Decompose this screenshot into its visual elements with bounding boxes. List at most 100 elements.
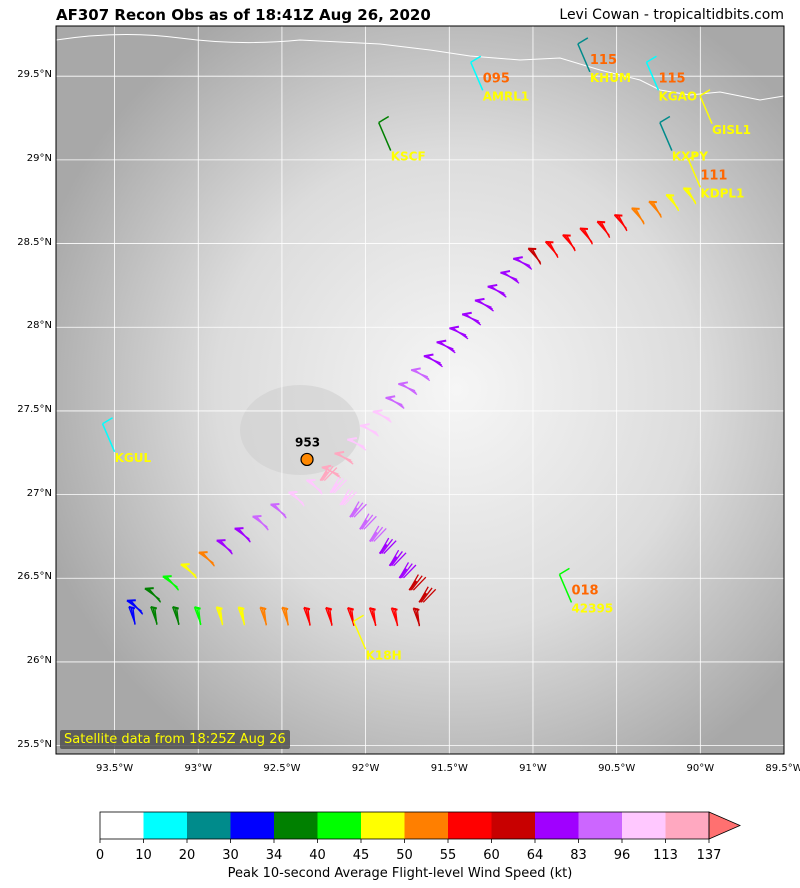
- colorbar-segment: [100, 812, 144, 839]
- lon-tick-label: 90°W: [686, 763, 715, 774]
- colorbar-segment: [143, 812, 188, 839]
- satellite-background: [56, 26, 784, 754]
- colorbar-segment: [535, 812, 579, 839]
- station-kdpl1: KDPL1 111: [687, 152, 744, 200]
- colorbar-tick-label: 10: [135, 848, 152, 863]
- colorbar-tick-label: 34: [265, 848, 283, 863]
- station-barb-flag: [687, 152, 699, 160]
- station-k18h: K18H: [352, 614, 402, 662]
- station-id: KDPL1: [700, 186, 744, 200]
- lat-tick-label: 25.5°N: [17, 738, 52, 750]
- station-barb-flag: [353, 614, 364, 622]
- station-id: KXPY: [672, 150, 708, 164]
- station-id: 42395: [571, 601, 613, 615]
- station-id: KGUL: [115, 451, 152, 465]
- track-barb: [126, 599, 144, 615]
- colorbar-tick-label: 50: [396, 848, 413, 863]
- station-wind: 115: [658, 71, 685, 86]
- station-barb: [101, 423, 116, 453]
- track-barb: [388, 549, 407, 567]
- lat-tick-label: 27°N: [26, 487, 52, 499]
- colorbar-segment: [578, 812, 623, 839]
- track-barb: [347, 436, 367, 451]
- station-id: KHUM: [590, 71, 631, 85]
- lon-tick-label: 89.5°W: [765, 763, 800, 774]
- colorbar-tick-label: 96: [613, 848, 631, 863]
- track-barb: [270, 503, 287, 519]
- colorbar-segment: [274, 812, 318, 839]
- track-barb: [474, 297, 494, 312]
- track-barb: [359, 513, 377, 530]
- station-gisl1: GISL1: [699, 89, 751, 137]
- map-frame: [55, 25, 785, 755]
- track-barb: [398, 381, 418, 396]
- lon-tick-label: 91°W: [519, 763, 547, 774]
- track-barb: [359, 423, 380, 437]
- station-barb-flag: [699, 89, 711, 97]
- flight-track-barbs: [126, 187, 697, 627]
- station-wind: 095: [483, 71, 510, 86]
- track-barb: [215, 606, 224, 626]
- track-barb: [325, 606, 333, 626]
- station-id: KGAO: [658, 89, 697, 103]
- lat-tick-label: 28.5°N: [17, 236, 52, 248]
- station-observations: KGULAMRL1095KSCFKHUM115KGAO115GISL1KXPYK…: [101, 37, 751, 662]
- station-id: AMRL1: [483, 89, 529, 103]
- station-id: K18H: [366, 648, 402, 662]
- map-title: AF307 Recon Obs as of 18:41Z Aug 26, 202…: [56, 6, 431, 24]
- station-barb-flag: [559, 567, 570, 576]
- track-barb: [216, 539, 233, 555]
- colorbar-tick-label: 20: [178, 848, 196, 863]
- satellite-note: Satellite data from 18:25Z Aug 26: [60, 730, 290, 749]
- center-dot: [300, 452, 314, 467]
- track-barb: [128, 605, 136, 625]
- lat-tick-label: 29°N: [26, 152, 52, 164]
- track-barb: [408, 574, 427, 591]
- station-barb: [470, 61, 484, 91]
- lon-tick-label: 90.5°W: [598, 763, 636, 774]
- track-barb: [682, 187, 697, 205]
- station-barb: [352, 620, 367, 650]
- colorbar-segment: [665, 812, 710, 839]
- track-barb: [288, 491, 305, 507]
- track-barb: [385, 395, 405, 409]
- colorbar: [99, 811, 742, 843]
- colorbar-segment: [187, 812, 231, 839]
- track-barb: [172, 606, 180, 625]
- station-barb: [645, 61, 660, 91]
- track-barb: [150, 605, 158, 625]
- track-barb: [372, 409, 392, 423]
- track-barb: [237, 606, 246, 626]
- track-barb: [198, 551, 215, 567]
- colorbar-tick-label: 137: [696, 848, 722, 863]
- colorbar-tick-label: 60: [483, 848, 500, 863]
- track-barb: [613, 214, 628, 232]
- track-barb: [180, 563, 198, 579]
- track-barb: [423, 353, 443, 368]
- lon-tick-label: 92°W: [351, 763, 380, 774]
- lat-tick-label: 27.5°N: [17, 403, 52, 415]
- station-barb-flag: [470, 55, 482, 63]
- track-barb: [500, 270, 520, 284]
- station-wind: 115: [590, 53, 617, 68]
- lon-tick-label: 93.5°W: [95, 763, 134, 774]
- track-barb: [562, 234, 576, 252]
- station-kscf: KSCF: [378, 115, 426, 164]
- track-barb: [596, 220, 611, 238]
- colorbar-segment: [361, 812, 405, 839]
- station-barb-flag: [102, 417, 113, 425]
- lon-tick-label: 92.5°W: [263, 763, 301, 774]
- track-barb: [259, 606, 268, 626]
- credit-text: Levi Cowan - tropicaltidbits.com: [559, 7, 784, 23]
- station-barb: [558, 574, 573, 603]
- colorbar-tick-label: 45: [352, 848, 370, 863]
- station-barb: [659, 122, 673, 151]
- storm-center: 953: [295, 435, 320, 467]
- track-barb: [579, 227, 593, 245]
- station-wind: 111: [700, 168, 727, 183]
- track-barb: [368, 607, 377, 627]
- track-barb: [449, 325, 469, 340]
- lon-tick-label: 91.5°W: [430, 763, 468, 774]
- track-barb: [334, 450, 354, 465]
- track-barb: [461, 311, 482, 326]
